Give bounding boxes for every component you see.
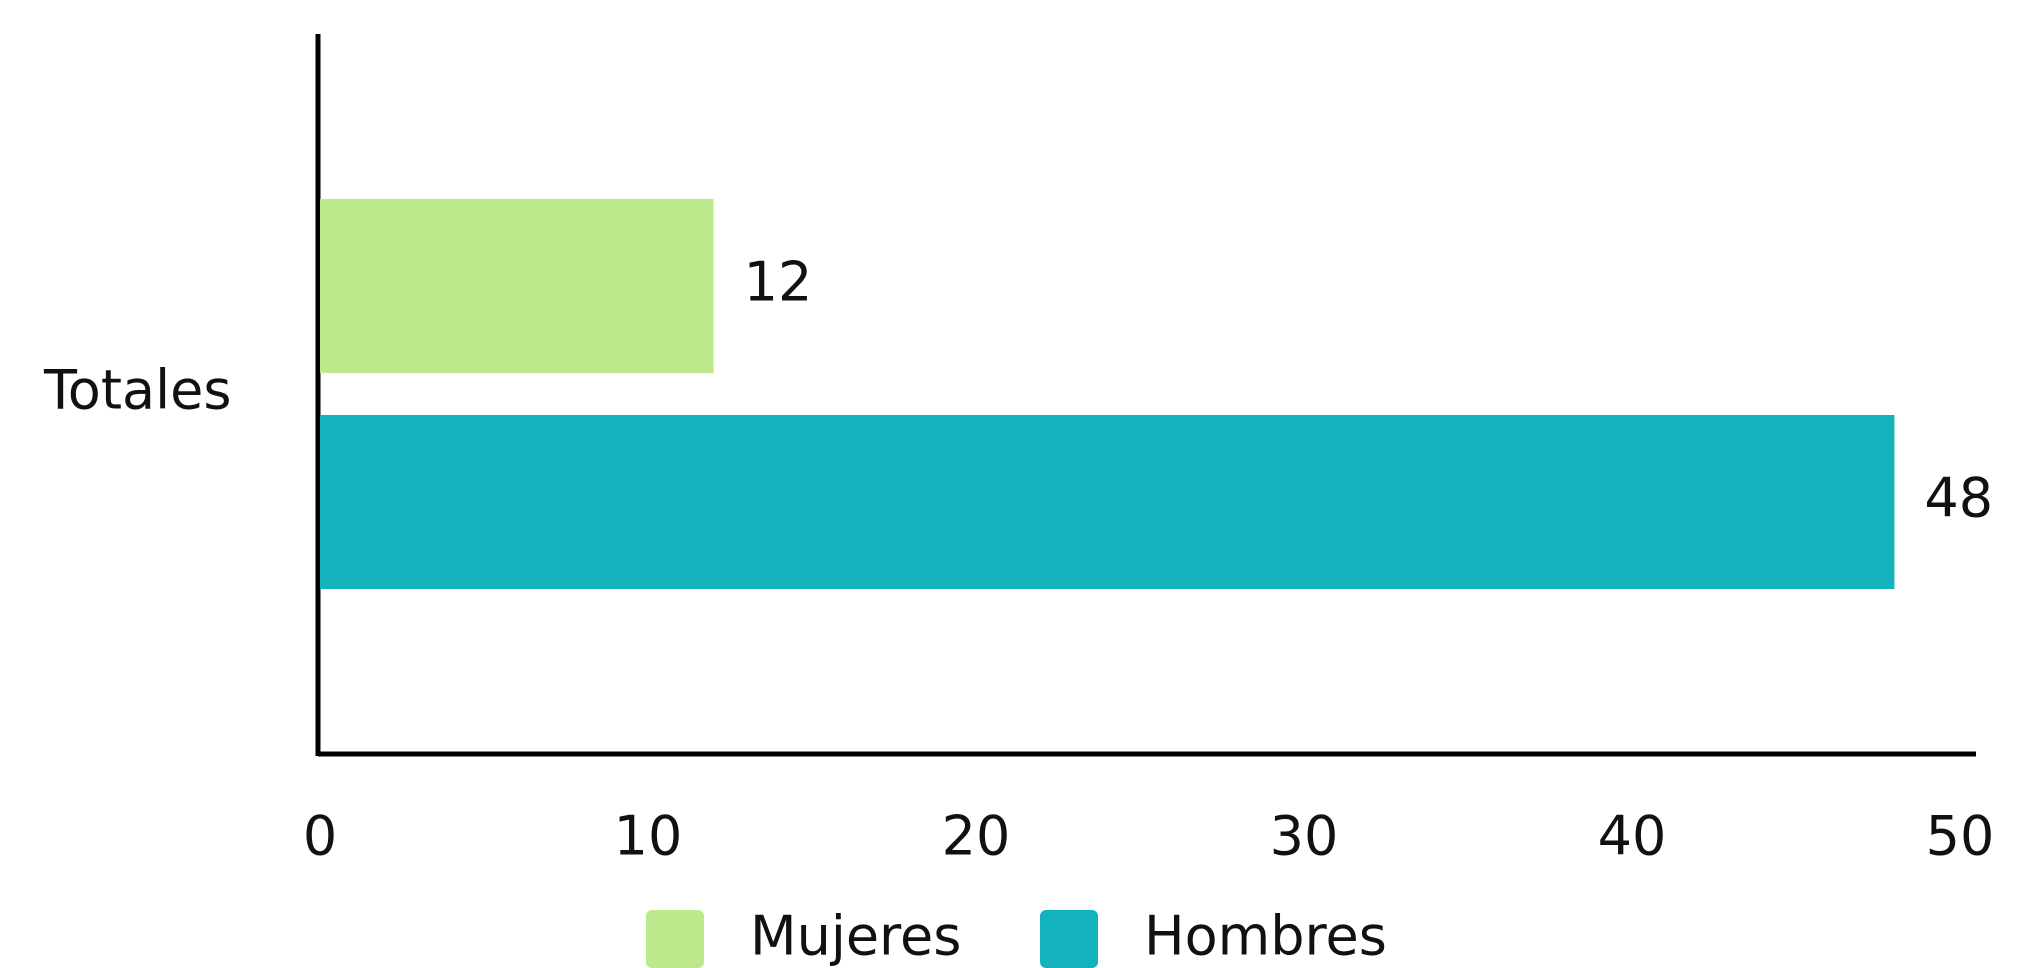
- legend-swatch: [646, 910, 704, 968]
- bar: [320, 415, 1895, 589]
- bar: [320, 199, 714, 373]
- x-tick-label: 50: [1926, 805, 1995, 868]
- x-tick-label: 10: [614, 805, 683, 868]
- legend-swatch: [1040, 910, 1098, 968]
- y-tick-label: Totales: [43, 359, 231, 422]
- x-tick-label: 40: [1598, 805, 1667, 868]
- x-tick-label: 30: [1270, 805, 1339, 868]
- data-label: 12: [744, 251, 813, 314]
- legend-label: Mujeres: [750, 905, 961, 968]
- data-label: 48: [1924, 467, 1993, 530]
- legend-label: Hombres: [1144, 905, 1387, 968]
- x-tick-label: 20: [942, 805, 1011, 868]
- x-tick-label: 0: [303, 805, 337, 868]
